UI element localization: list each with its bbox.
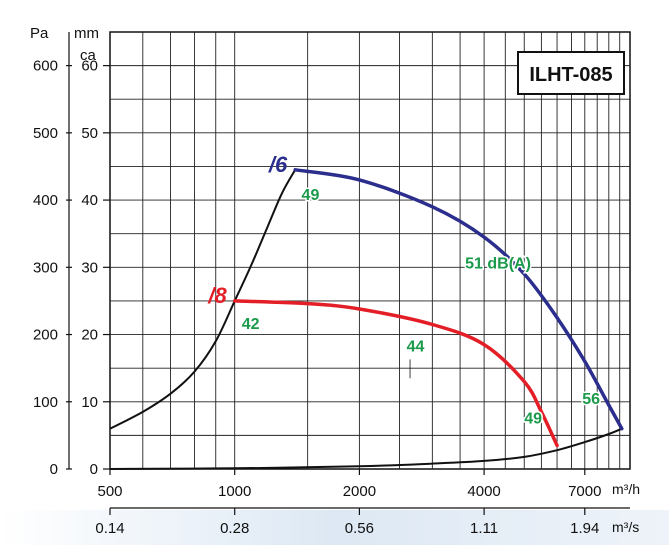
y-tick-label-pa: 100 xyxy=(33,394,58,411)
sound-level-label: 51 dB(A) xyxy=(465,256,531,273)
x-tick-label-bottom: 1.94 xyxy=(570,520,599,537)
y-tick-label-mmca: 30 xyxy=(81,259,98,276)
system-curve xyxy=(109,169,297,430)
y-tick-label-mmca: 10 xyxy=(81,394,98,411)
sound-level-label: 42 xyxy=(242,316,260,333)
x-tick-label-top: 7000 xyxy=(568,483,601,500)
fan-curve xyxy=(293,168,624,431)
axis-ticks xyxy=(66,32,630,515)
x-tick-label-bottom: 1.11 xyxy=(470,520,498,537)
curves xyxy=(109,168,624,470)
sound-level-label: 56 xyxy=(582,391,600,408)
grid xyxy=(110,32,630,469)
y-tick-label-pa: 400 xyxy=(33,192,58,209)
y-tick-label-pa: 0 xyxy=(50,461,58,478)
x-tick-label-top: 2000 xyxy=(343,483,376,500)
x-tick-label-top: 1000 xyxy=(218,483,251,500)
model-title-box xyxy=(517,51,625,95)
y-tick-label-mmca: 50 xyxy=(81,125,98,142)
y-tick-label-mmca: 60 xyxy=(81,58,98,75)
y-tick-label-pa: 300 xyxy=(33,259,58,276)
sound-level-label: 44 xyxy=(407,338,425,355)
y-tick-label-pa: 600 xyxy=(33,58,58,75)
x-unit-top: m³/h xyxy=(612,481,640,497)
model-title: ILHT-085 xyxy=(529,64,612,86)
x-tick-label-top: 4000 xyxy=(467,483,500,500)
x-tick-label-bottom: 0.56 xyxy=(345,520,374,537)
labels: 0 100 200 300 400 500 600 0 10 20 30 40 50 60 500 1000 2… xyxy=(33,58,602,537)
x-tick-label-top: 500 xyxy=(97,483,122,500)
y-mid-unit-mm: mm xyxy=(74,25,99,42)
sound-level-label: 49 xyxy=(302,187,320,204)
series-label: /8 xyxy=(207,283,227,308)
x-tick-label-bottom: 0.14 xyxy=(95,520,124,537)
x-tick-label-bottom: 0.28 xyxy=(220,520,249,537)
y-tick-label-pa: 500 xyxy=(33,125,58,142)
y-tick-label-mmca: 20 xyxy=(81,327,98,344)
sound-level-label: 49 xyxy=(524,410,542,427)
system-curve xyxy=(109,427,623,470)
x-unit-bottom: m³/s xyxy=(612,519,639,535)
bottom-band xyxy=(0,510,669,545)
y-tick-label-pa: 200 xyxy=(33,327,58,344)
y-mid-unit-ca: ca xyxy=(80,47,97,64)
y-tick-label-mmca: 0 xyxy=(90,461,98,478)
y-tick-label-mmca: 40 xyxy=(81,192,98,209)
y-left-unit: Pa xyxy=(30,25,49,42)
series-label: /6 xyxy=(268,152,288,177)
plot-frame xyxy=(109,31,631,470)
fan-curve xyxy=(232,299,559,448)
